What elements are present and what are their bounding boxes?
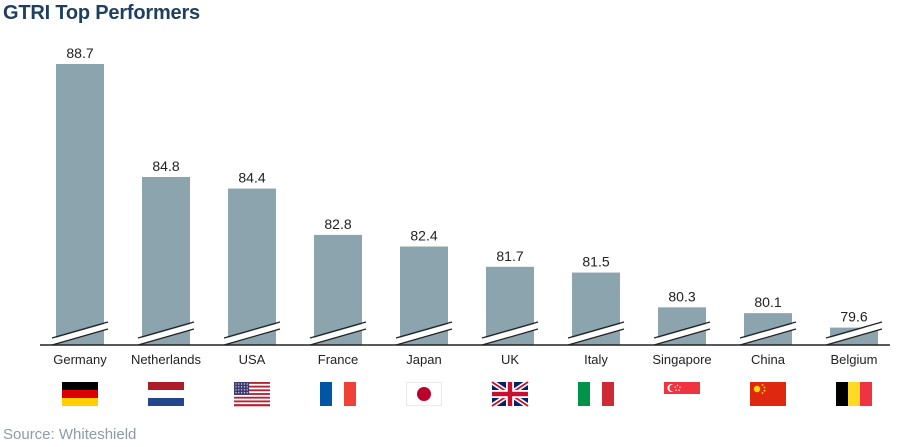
- axis-break-mark: [51, 328, 109, 346]
- axis-break-mark: [739, 321, 797, 339]
- bar-netherlands: [142, 176, 190, 345]
- value-label: 82.8: [324, 216, 351, 232]
- category-label: USA: [239, 352, 266, 367]
- bar-germany: [56, 64, 104, 345]
- category-label: Germany: [53, 352, 107, 367]
- china-flag-icon: [750, 382, 786, 406]
- value-label: 84.4: [238, 170, 265, 186]
- singapore-flag-icon: [664, 382, 700, 406]
- category-label: China: [751, 352, 786, 367]
- netherlands-flag-icon: [148, 382, 184, 406]
- value-label: 80.3: [668, 288, 695, 304]
- category-label: Singapore: [652, 352, 711, 367]
- axis-break-gap: [654, 323, 710, 345]
- axis-break-mark: [395, 328, 453, 346]
- axis-break-mark: [567, 328, 625, 346]
- axis-break-gap: [826, 323, 882, 345]
- axis-break-mark: [137, 321, 195, 339]
- axis-break-mark: [481, 321, 539, 339]
- axis-break-gap: [740, 323, 796, 345]
- axis-break-mark: [653, 328, 711, 346]
- axis-break-gap: [138, 323, 194, 345]
- axis-break-mark: [825, 321, 883, 339]
- value-label: 81.5: [582, 254, 609, 270]
- category-label: Italy: [584, 352, 608, 367]
- axis-break-mark: [309, 328, 367, 346]
- axis-break-mark: [137, 328, 195, 346]
- germany-flag-icon: [62, 382, 98, 406]
- value-label: 80.1: [754, 294, 781, 310]
- france-flag-icon: [320, 382, 356, 406]
- axis-break-mark: [223, 321, 281, 339]
- axis-break-gap: [482, 323, 538, 345]
- axis-break-mark: [51, 321, 109, 339]
- source-note: Source: Whiteshield: [3, 426, 137, 443]
- category-label: Belgium: [831, 352, 878, 367]
- category-label: Japan: [406, 352, 441, 367]
- value-label: 79.6: [840, 309, 867, 325]
- axis-break-gap: [52, 323, 108, 345]
- axis-break-mark: [309, 321, 367, 339]
- usa-flag-icon: [234, 382, 270, 407]
- japan-flag-icon: [406, 382, 443, 406]
- category-label: Netherlands: [131, 352, 202, 367]
- value-label: 82.4: [410, 228, 437, 244]
- value-label: 81.7: [496, 248, 523, 264]
- uk-flag-icon: [490, 379, 530, 409]
- category-label: UK: [501, 352, 519, 367]
- axis-break-gap: [396, 323, 452, 345]
- axis-break-mark: [653, 321, 711, 339]
- axis-break-mark: [223, 328, 281, 346]
- category-label: France: [318, 352, 358, 367]
- axis-break-mark: [395, 321, 453, 339]
- axis-break-mark: [825, 328, 883, 346]
- axis-break-mark: [481, 328, 539, 346]
- bar-usa: [228, 188, 276, 345]
- value-label: 88.7: [66, 45, 93, 61]
- italy-flag-icon: [578, 382, 614, 406]
- axis-break-gap: [224, 323, 280, 345]
- value-label: 84.8: [152, 158, 179, 174]
- axis-break-mark: [739, 328, 797, 346]
- chart-title: GTRI Top Performers: [3, 2, 200, 24]
- belgium-flag-icon: [836, 382, 872, 406]
- axis-break-mark: [567, 321, 625, 339]
- axis-break-gap: [568, 323, 624, 345]
- axis-break-gap: [310, 323, 366, 345]
